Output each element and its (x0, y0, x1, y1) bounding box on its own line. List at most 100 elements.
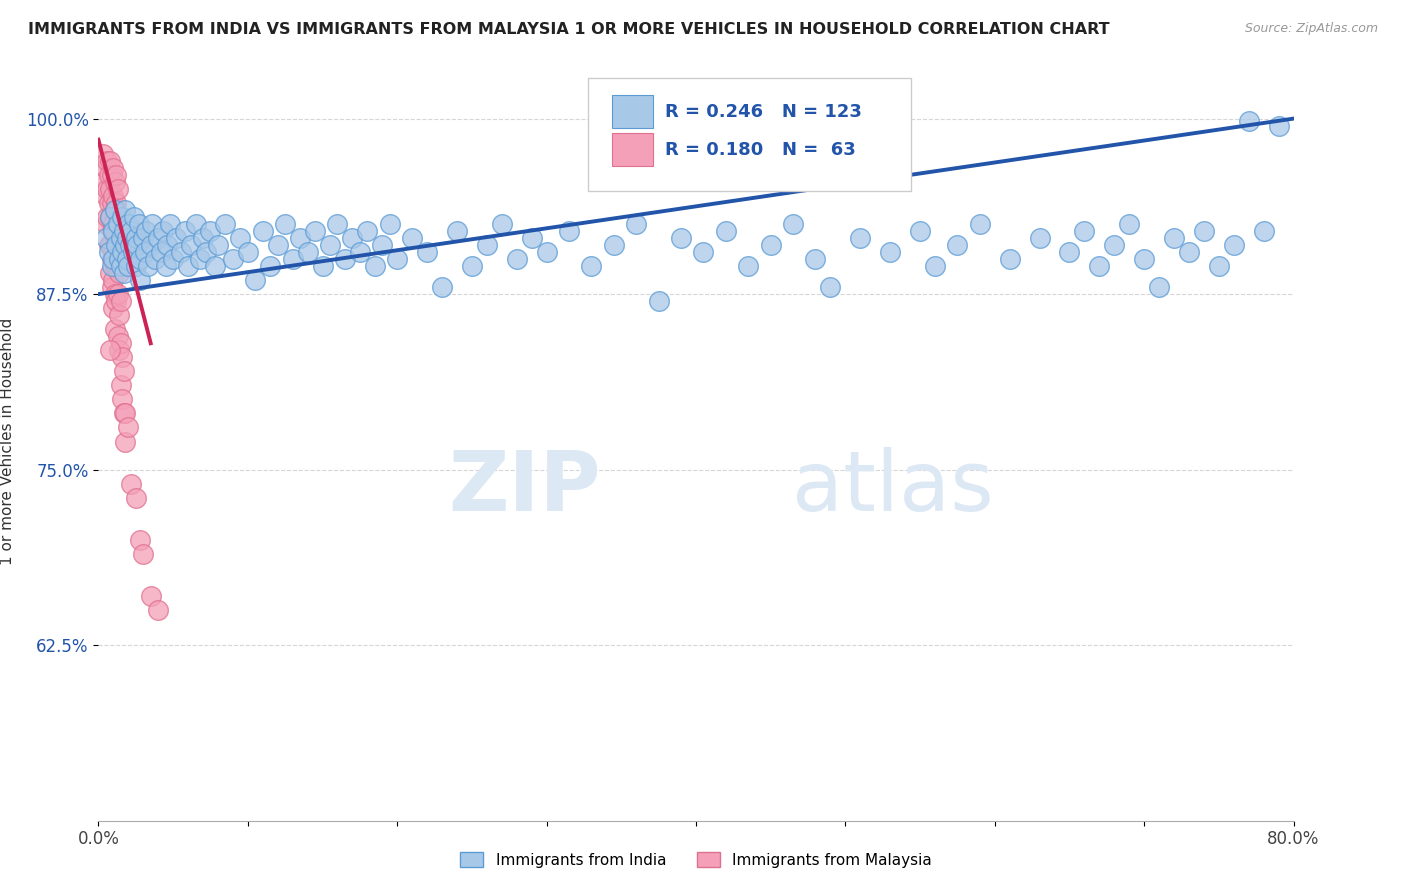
Point (98, 238, 122, 252)
Point (107, 182, 129, 196)
FancyBboxPatch shape (589, 78, 911, 191)
Point (461, 259, 484, 273)
Point (1059, 245, 1081, 260)
Point (114, 434, 136, 449)
Point (297, 245, 319, 260)
Point (94, 231, 117, 245)
Point (139, 238, 162, 252)
Point (759, 238, 782, 252)
Point (1178, 245, 1201, 260)
Point (159, 217, 181, 231)
Point (245, 273, 267, 287)
Point (103, 273, 125, 287)
Point (98, 210, 122, 224)
Point (378, 217, 401, 231)
Point (782, 217, 804, 231)
Point (188, 252, 211, 266)
Point (333, 252, 356, 266)
Point (162, 252, 184, 266)
Point (692, 245, 714, 260)
Point (319, 238, 342, 252)
Point (104, 259, 127, 273)
Point (101, 224, 124, 238)
Point (1028, 231, 1050, 245)
Point (1133, 252, 1156, 266)
Text: R = 0.180   N =  63: R = 0.180 N = 63 (665, 141, 856, 159)
Point (117, 420, 139, 434)
Point (222, 252, 245, 266)
Point (105, 224, 128, 238)
Point (112, 266, 135, 280)
Point (236, 245, 259, 260)
Point (647, 294, 669, 309)
Point (1253, 224, 1275, 238)
Point (184, 217, 207, 231)
Point (103, 252, 125, 266)
Point (117, 259, 139, 273)
Point (364, 259, 387, 273)
Point (416, 245, 439, 260)
Point (103, 245, 125, 260)
Point (401, 231, 423, 245)
Point (132, 547, 155, 561)
Point (125, 491, 148, 505)
Point (581, 259, 603, 273)
Point (356, 224, 378, 238)
Point (103, 217, 125, 231)
Point (603, 238, 626, 252)
Point (669, 231, 692, 245)
Point (998, 252, 1021, 266)
Text: IMMIGRANTS FROM INDIA VS IMMIGRANTS FROM MALAYSIA 1 OR MORE VEHICLES IN HOUSEHOL: IMMIGRANTS FROM INDIA VS IMMIGRANTS FROM… (28, 22, 1109, 37)
Point (120, 476, 142, 491)
FancyBboxPatch shape (613, 133, 652, 166)
Point (105, 238, 128, 252)
Point (132, 231, 155, 245)
Point (91, 146, 114, 161)
Point (174, 224, 197, 238)
Point (111, 392, 134, 407)
Point (475, 238, 498, 252)
Point (96, 182, 118, 196)
Point (124, 210, 146, 224)
Point (1163, 231, 1185, 245)
Point (714, 224, 737, 238)
Point (195, 245, 218, 260)
Point (924, 259, 946, 273)
Point (128, 217, 150, 231)
Point (446, 224, 468, 238)
Point (141, 217, 163, 231)
Point (118, 238, 141, 252)
Point (117, 217, 139, 231)
Legend: Immigrants from India, Immigrants from Malaysia: Immigrants from India, Immigrants from M… (454, 846, 938, 873)
Point (114, 202, 136, 217)
Point (104, 231, 127, 245)
Point (94, 161, 117, 175)
Text: Source: ZipAtlas.com: Source: ZipAtlas.com (1244, 22, 1378, 36)
Point (125, 231, 148, 245)
Point (252, 224, 274, 238)
Point (430, 280, 453, 294)
Point (506, 252, 529, 266)
Point (97, 195, 120, 210)
Point (104, 202, 127, 217)
Point (1088, 259, 1111, 273)
Point (104, 202, 127, 217)
Point (342, 231, 364, 245)
Point (129, 533, 152, 547)
Point (136, 259, 159, 273)
Point (288, 231, 311, 245)
Point (107, 287, 129, 301)
Point (1237, 114, 1260, 128)
Point (104, 287, 127, 301)
Point (1073, 224, 1095, 238)
Point (491, 217, 513, 231)
Point (127, 238, 149, 252)
Point (267, 238, 290, 252)
Point (139, 589, 162, 603)
Point (207, 238, 229, 252)
Point (155, 259, 177, 273)
Point (229, 231, 252, 245)
Point (98, 266, 122, 280)
Point (101, 168, 124, 182)
Point (1192, 224, 1215, 238)
